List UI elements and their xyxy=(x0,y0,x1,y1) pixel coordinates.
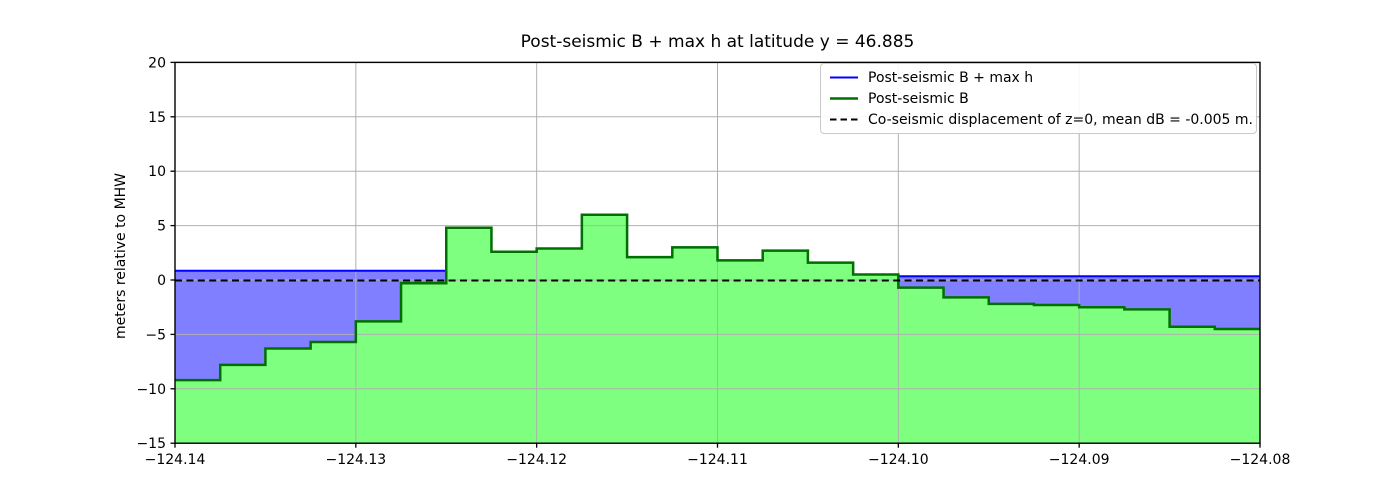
legend-line-sample-blue xyxy=(830,76,858,79)
y-tick-label: 5 xyxy=(157,219,166,235)
y-tick-label: −15 xyxy=(136,436,166,452)
bed-line xyxy=(175,213,1260,382)
legend-item: Post-seismic B xyxy=(830,88,1256,109)
x-tick-label: −124.11 xyxy=(687,452,748,468)
tick-labels: −124.14 −124.13 −124.12 −124.11 −124.10 −124.… xyxy=(136,55,1290,468)
surface-fill xyxy=(175,214,1260,381)
x-tick-label: −124.14 xyxy=(145,452,206,468)
legend-item-label: Post-seismic B + max h xyxy=(868,69,1034,86)
chart-title: Post-seismic B + max h at latitude y = 4… xyxy=(520,32,915,52)
legend-item-label: Co-seismic displacement of z=0, mean dB … xyxy=(868,111,1253,128)
tick-marks xyxy=(170,61,1261,448)
plot-border xyxy=(174,61,1261,444)
y-tick-label: 10 xyxy=(148,164,166,180)
y-tick-label: 15 xyxy=(148,110,166,126)
y-tick-label: −10 xyxy=(136,382,166,398)
legend-item-label: Post-seismic B xyxy=(868,90,969,107)
y-tick-label: 20 xyxy=(148,55,166,71)
axes-spines xyxy=(174,61,1261,444)
x-tick-label: −124.08 xyxy=(1230,452,1291,468)
legend-line-sample-green xyxy=(830,97,858,100)
legend-item: Post-seismic B + max h xyxy=(830,67,1256,88)
x-tick-label: −124.12 xyxy=(506,452,567,468)
x-tick-label: −124.13 xyxy=(325,452,386,468)
legend-line-sample-dashed xyxy=(830,118,858,121)
y-tick-label: −5 xyxy=(145,327,166,343)
data-lines xyxy=(175,213,1260,382)
legend-item: Co-seismic displacement of z=0, mean dB … xyxy=(830,109,1256,130)
x-tick-label: −124.10 xyxy=(868,452,929,468)
x-tick-label: −124.09 xyxy=(1049,452,1110,468)
legend-box: Post-seismic B + max h Post-seismic B Co… xyxy=(820,63,1257,134)
y-tick-label: 0 xyxy=(157,273,166,289)
